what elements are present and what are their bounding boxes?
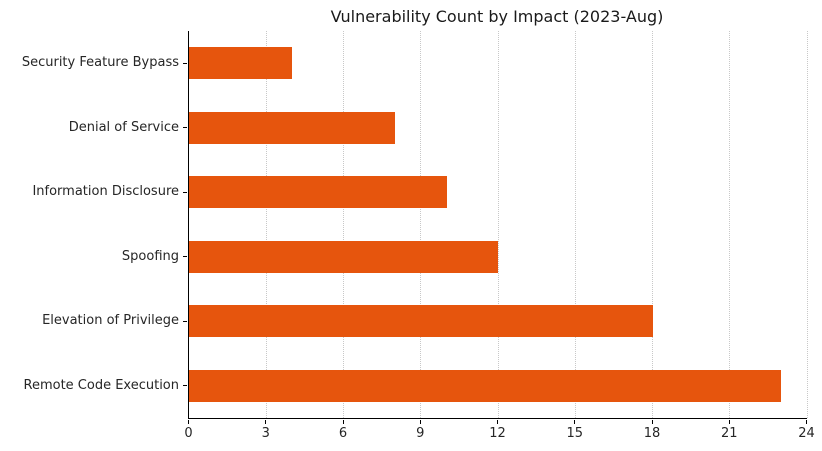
x-tick-label: 3 [261,426,270,441]
x-tick-mark [265,419,267,424]
y-tick-mark [182,191,187,193]
x-tick-label: 24 [798,426,815,441]
gridlines-layer [189,31,808,418]
y-tick-label: Elevation of Privilege [42,313,179,329]
gridline [420,31,422,418]
x-tick-label: 15 [566,426,584,441]
y-tick-label: Spoofing [121,248,179,264]
x-tick-label: 12 [489,426,506,441]
x-tick-mark [419,419,421,424]
y-tick-mark [182,320,187,322]
y-tick-label: Remote Code Execution [23,377,180,393]
bar [189,176,447,209]
gridline [729,31,731,418]
x-tick-mark [728,419,730,424]
x-tick-label: 0 [184,426,193,441]
gridline [497,31,499,418]
x-tick-mark [188,419,189,424]
gridline [652,31,653,418]
x-tick-mark [806,419,807,424]
bars-layer [189,31,807,418]
gridline [806,31,808,418]
bar [189,240,498,273]
x-tick-label: 9 [416,426,425,441]
x-tick-label: 18 [643,426,661,441]
y-tick-label: Security Feature Bypass [21,55,179,71]
x-tick-label: 6 [338,426,348,441]
y-tick-label: Denial of Service [68,119,179,135]
gridline [574,31,576,418]
gridline [343,31,344,418]
y-tick-label: Information Disclosure [32,184,179,200]
bar [189,305,653,338]
y-tick-mark [182,256,187,258]
bar [189,369,782,402]
x-tick-mark [651,419,653,424]
plot-area [188,31,808,419]
x-tick-mark [574,419,576,424]
chart-title: Vulnerability Count by Impact (2023-Aug) [330,7,664,26]
x-tick-label: 21 [720,426,738,441]
bar [189,111,395,144]
x-tick-mark [497,419,498,424]
y-tick-mark [182,385,187,387]
x-tick-mark [342,419,344,424]
bar [189,47,292,80]
gridline [265,31,267,418]
y-tick-mark [182,62,187,64]
y-tick-mark [182,127,187,129]
